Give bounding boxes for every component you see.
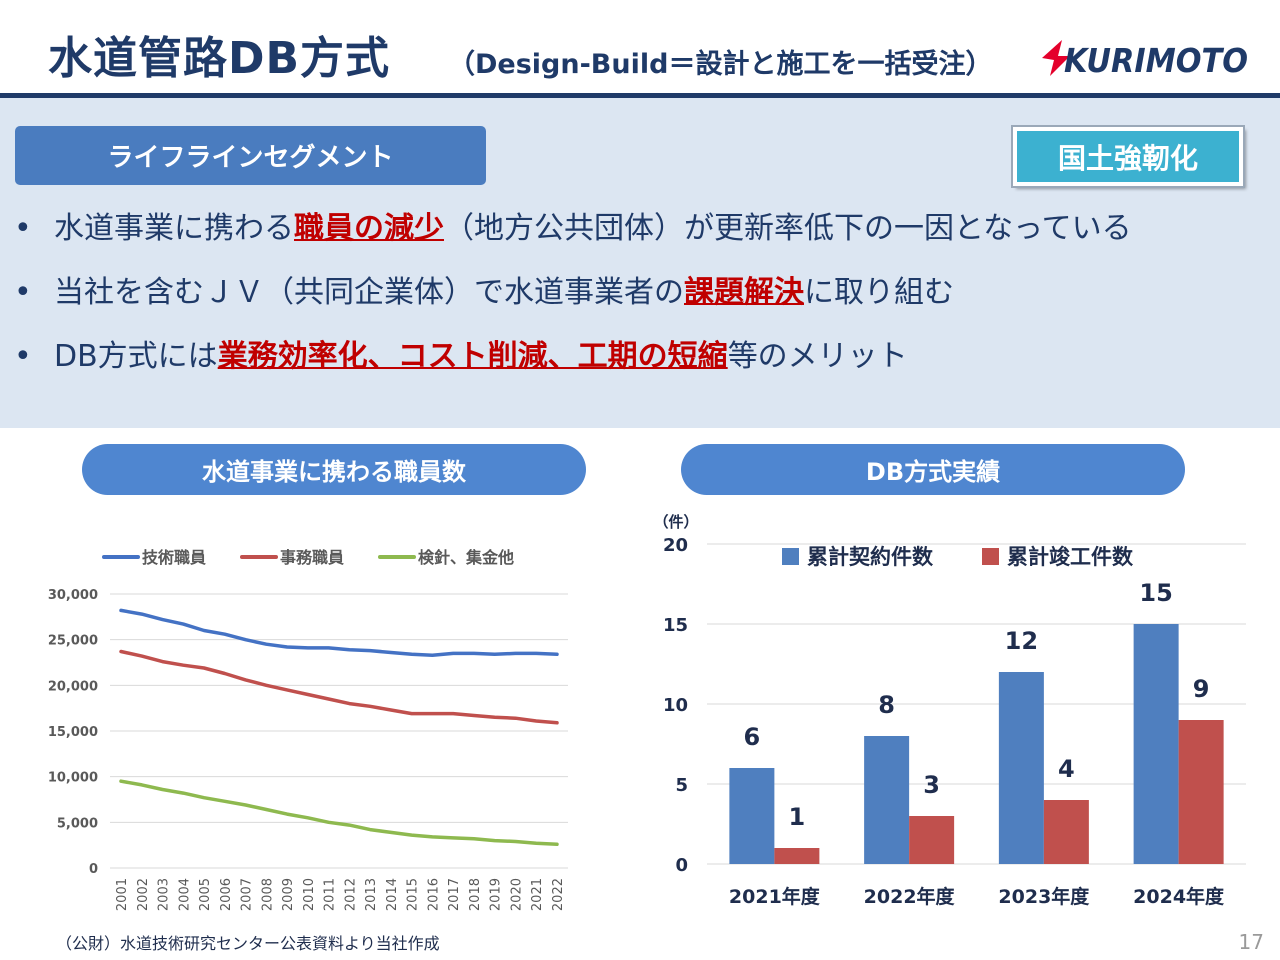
- line-legend-label: 技術職員: [142, 548, 206, 567]
- line-chart-x-tick: 2017: [447, 878, 462, 911]
- page-title: 水道管路DB方式: [48, 33, 391, 84]
- bullet-dot: •: [14, 339, 32, 374]
- logo-mark: [1042, 40, 1070, 76]
- bar-value-label: 6: [744, 723, 761, 751]
- bullet-dot: •: [14, 211, 32, 246]
- staff-chart-title: 水道事業に携わる職員数: [82, 444, 586, 495]
- bar-chart-y-tick: 20: [663, 535, 688, 556]
- line-chart-x-tick: 2008: [260, 878, 275, 911]
- line-chart-x-tick: 2015: [406, 878, 421, 911]
- bar-value-label: 12: [1005, 627, 1038, 655]
- bar-chart-y-tick: 15: [663, 615, 688, 636]
- bar-legend-marker: [782, 548, 799, 565]
- bar-累計契約件数: [864, 736, 910, 864]
- bullet-text: （地方公共団体）が更新率低下の一因となっている: [444, 211, 1132, 246]
- bar-chart-y-unit: （件）: [653, 513, 698, 531]
- bar-chart-x-tick: 2021年度: [729, 885, 821, 908]
- bullet-item: • 水道事業に携わる職員の減少（地方公共団体）が更新率低下の一因となっている: [14, 206, 1264, 270]
- title-rule: [0, 93, 1280, 98]
- line-chart-y-tick: 10,000: [48, 771, 98, 786]
- line-legend-label: 検針、集金他: [418, 548, 514, 567]
- bullet-text: DB方式には: [54, 339, 218, 374]
- line-chart-y-tick: 25,000: [48, 634, 98, 649]
- bar-累計竣工件数: [1178, 720, 1224, 864]
- bar-累計契約件数: [998, 672, 1044, 864]
- bar-value-label: 4: [1058, 755, 1075, 783]
- bar-chart-x-tick: 2024年度: [1133, 885, 1225, 908]
- bullet-text: 水道事業に携わる: [54, 211, 294, 246]
- line-chart-x-tick: 2011: [323, 878, 338, 911]
- line-chart-x-tick: 2020: [509, 878, 524, 911]
- line-chart-x-tick: 2021: [530, 878, 545, 911]
- line-chart-x-tick: 2022: [551, 878, 566, 911]
- bar-累計竣工件数: [774, 848, 820, 864]
- line-chart-y-tick: 5,000: [57, 816, 98, 831]
- line-chart-x-tick: 2007: [240, 878, 255, 911]
- bullet-item: • DB方式には業務効率化、コスト削減、工期の短縮等のメリット: [14, 334, 1264, 398]
- line-chart-x-tick: 2013: [364, 878, 379, 911]
- bar-累計契約件数: [729, 768, 775, 864]
- bullet-highlight: 業務効率化、コスト削減、工期の短縮: [217, 339, 728, 374]
- page-subtitle: （Design-Build＝設計と施工を一括受注）: [448, 49, 993, 80]
- bar-chart-x-tick: 2022年度: [864, 885, 956, 908]
- line-chart-x-tick: 2010: [302, 878, 317, 911]
- line-chart-y-tick: 30,000: [48, 588, 98, 603]
- logo-text: KURIMOTO: [1064, 41, 1248, 80]
- bullet-item: • 当社を含むＪＶ（共同企業体）で水道事業者の課題解決に取り組む: [14, 270, 1264, 334]
- line-chart-x-tick: 2001: [115, 878, 130, 911]
- bullet-highlight: 職員の減少: [294, 211, 444, 246]
- bullet-text: 当社を含むＪＶ（共同企業体）で水道事業者の: [54, 275, 684, 310]
- bar-chart-y-tick: 5: [675, 775, 688, 796]
- charts-area: 05,00010,00015,00020,00025,00030,0002001…: [48, 513, 1246, 911]
- line-chart-x-tick: 2005: [198, 878, 213, 911]
- line-chart-x-tick: 2004: [177, 878, 192, 911]
- bar-value-label: 3: [923, 771, 940, 799]
- bar-value-label: 9: [1193, 675, 1210, 703]
- bullet-highlight: 課題解決: [684, 275, 804, 310]
- segment-label: ライフラインセグメント: [15, 126, 486, 185]
- bullet-text: に取り組む: [804, 275, 954, 310]
- line-chart-x-tick: 2012: [343, 878, 358, 911]
- line-chart-x-tick: 2018: [468, 878, 483, 911]
- bar-chart-y-tick: 0: [675, 855, 688, 876]
- source-note: （公財）水道技術研究センター公表資料より当社作成: [56, 934, 440, 953]
- kokudo-kyojinka-badge: 国土強靭化: [1011, 125, 1245, 188]
- line-chart-x-tick: 2009: [281, 878, 296, 911]
- bullet-text: 等のメリット: [727, 339, 908, 374]
- bar-chart-y-tick: 10: [663, 695, 688, 716]
- bar-value-label: 8: [878, 691, 895, 719]
- line-series-技術職員: [119, 608, 559, 657]
- line-chart-y-tick: 20,000: [48, 679, 98, 694]
- bar-累計竣工件数: [1043, 800, 1089, 864]
- bar-legend-marker: [982, 548, 999, 565]
- line-chart-y-tick: 15,000: [48, 725, 98, 740]
- bar-value-label: 15: [1139, 579, 1172, 607]
- bar-value-label: 1: [789, 803, 806, 831]
- kurimoto-logo: KURIMOTO: [1042, 40, 1248, 80]
- db-results-title: DB方式実績: [681, 444, 1185, 495]
- bullet-dot: •: [14, 275, 32, 310]
- line-chart-x-tick: 2019: [489, 878, 504, 911]
- bullet-list: • 水道事業に携わる職員の減少（地方公共団体）が更新率低下の一因となっている • 当…: [14, 206, 1264, 398]
- bar-legend-label: 累計竣工件数: [1007, 545, 1134, 569]
- line-series-事務職員: [119, 649, 559, 725]
- bar-累計契約件数: [1133, 624, 1179, 864]
- line-chart-x-tick: 2003: [157, 878, 172, 911]
- line-legend-label: 事務職員: [280, 548, 344, 567]
- line-chart-x-tick: 2006: [219, 878, 234, 911]
- line-chart-x-tick: 2014: [385, 878, 400, 911]
- line-chart-y-tick: 0: [89, 862, 98, 877]
- line-chart-x-tick: 2016: [426, 878, 441, 911]
- bar-legend-label: 累計契約件数: [807, 545, 934, 569]
- line-chart-x-tick: 2002: [136, 878, 151, 911]
- page-number: 17: [1238, 930, 1264, 954]
- bar-chart-x-tick: 2023年度: [998, 885, 1090, 908]
- line-series-検針、集金他: [119, 779, 559, 847]
- bar-累計竣工件数: [909, 816, 955, 864]
